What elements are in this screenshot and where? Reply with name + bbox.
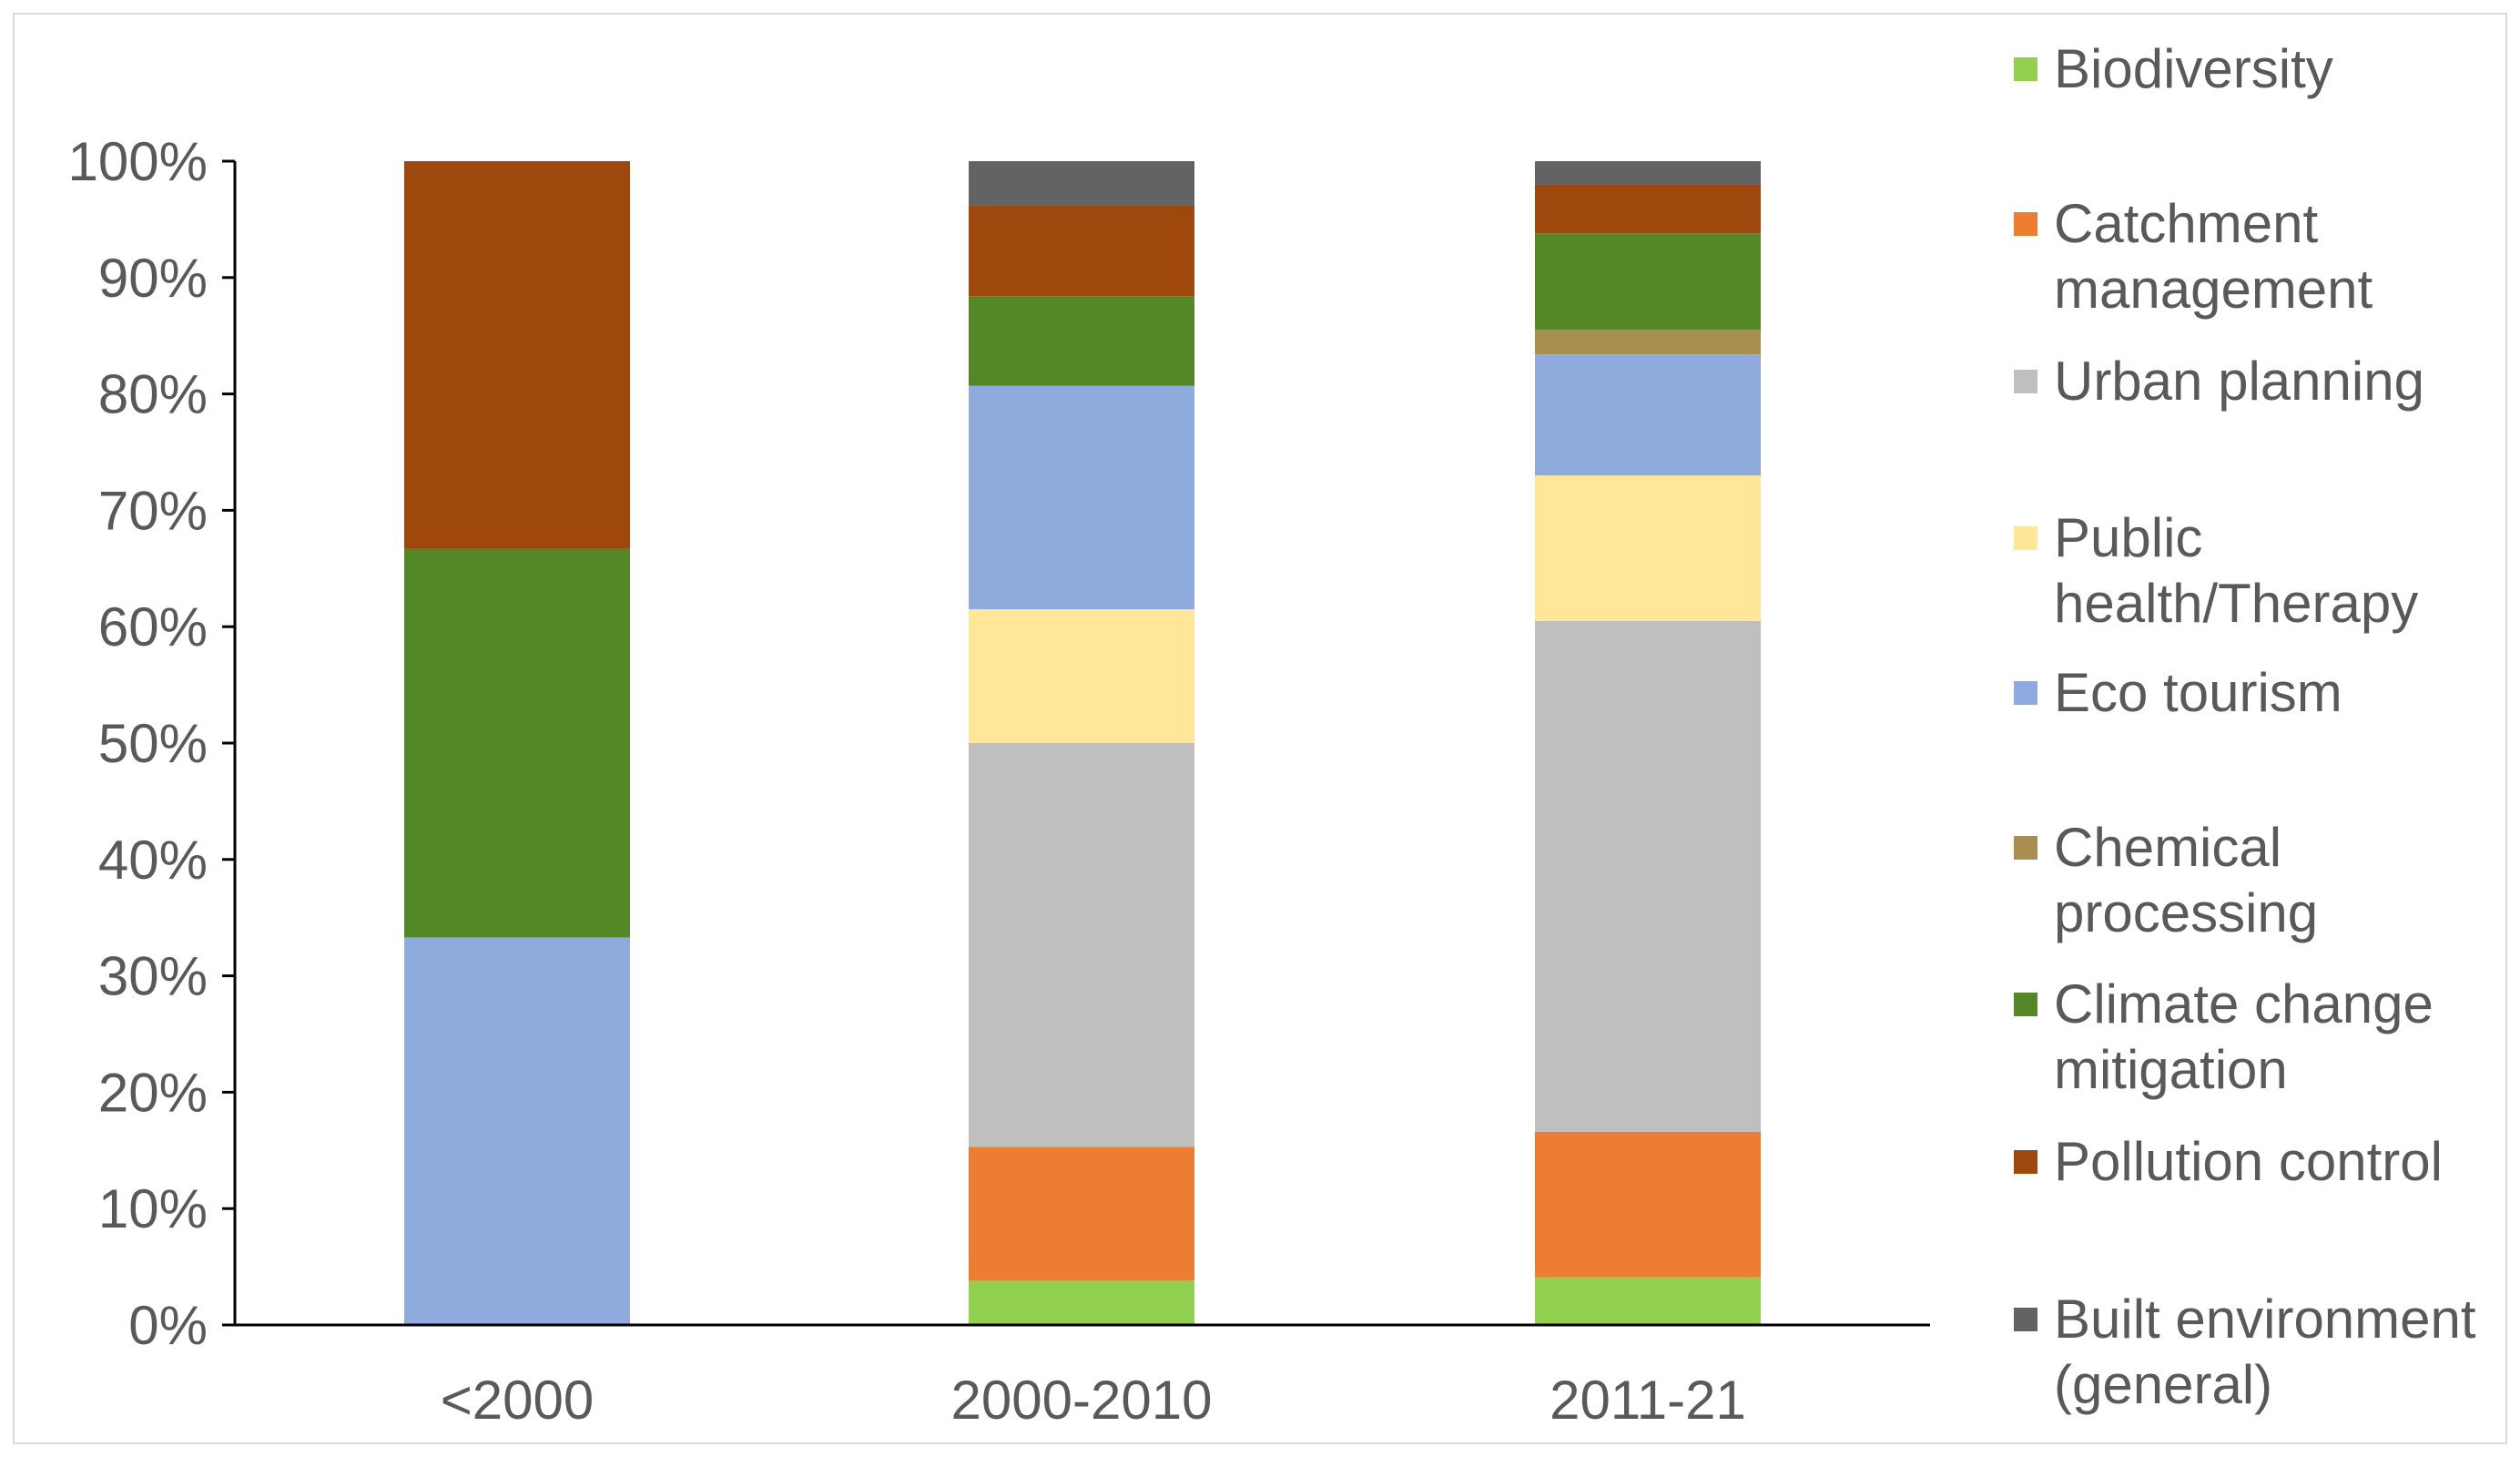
y-tick-label: 0%	[128, 1295, 208, 1356]
legend-swatch	[2014, 681, 2037, 705]
bar-segment-3-2	[1535, 1132, 1761, 1278]
y-tick-label: 40%	[98, 830, 208, 891]
y-tick-label: 100%	[68, 131, 208, 192]
bar-segment-3-4	[1535, 475, 1761, 621]
legend-label: Public	[2054, 507, 2202, 568]
legend-label: Chemical	[2054, 817, 2281, 878]
legend-swatch	[2014, 212, 2037, 236]
legend-item: Pollution control	[2014, 1131, 2443, 1192]
legend-label: health/Therapy	[2054, 573, 2418, 634]
legend-item: Built environment(general)	[2014, 1289, 2476, 1415]
legend-label: Built environment	[2054, 1289, 2476, 1350]
legend-label: (general)	[2054, 1354, 2272, 1415]
bar-segment-2-9	[969, 161, 1194, 206]
bar-segment-3-8	[1535, 185, 1761, 234]
bar-segment-3-1	[1535, 1278, 1761, 1325]
y-tick-label: 80%	[98, 364, 208, 425]
bar-segment-3-6	[1535, 330, 1761, 354]
bar-segment-2-2	[969, 1146, 1194, 1280]
legend-swatch	[2014, 836, 2037, 860]
legend-swatch	[2014, 1150, 2037, 1174]
y-tick-label: 20%	[98, 1062, 208, 1123]
legend-swatch	[2014, 57, 2037, 81]
bar-segment-3-7	[1535, 233, 1761, 330]
legend-label: Eco tourism	[2054, 662, 2342, 723]
y-tick-label: 30%	[98, 946, 208, 1007]
legend-label: Catchment	[2054, 193, 2318, 254]
bar-segment-1-5	[404, 937, 630, 1325]
bar-segment-3-9	[1535, 161, 1761, 185]
legend-label: mitigation	[2054, 1039, 2288, 1100]
y-tick-label: 70%	[98, 480, 208, 541]
bar-segment-2-3	[969, 743, 1194, 1146]
bar-segment-1-7	[404, 549, 630, 938]
bar-segment-2-1	[969, 1280, 1194, 1325]
x-tick-label: <2000	[441, 1370, 594, 1431]
bar-segment-1-8	[404, 161, 630, 549]
x-tick-label: 2000-2010	[951, 1370, 1213, 1431]
legend-label: processing	[2054, 882, 2318, 943]
bar-segment-2-4	[969, 609, 1194, 743]
bar-segment-2-7	[969, 296, 1194, 385]
legend-label: Climate change	[2054, 973, 2434, 1034]
y-tick-label: 90%	[98, 248, 208, 309]
legend-item: Eco tourism	[2014, 662, 2342, 723]
bar-segment-2-8	[969, 206, 1194, 297]
legend-item: Biodiversity	[2014, 38, 2333, 99]
legend-swatch	[2014, 526, 2037, 550]
y-tick-label: 10%	[98, 1178, 208, 1239]
legend-swatch	[2014, 370, 2037, 393]
legend-label: management	[2054, 259, 2373, 320]
bars-layer	[404, 161, 1761, 1325]
legend-swatch	[2014, 993, 2037, 1016]
y-tick-label: 60%	[98, 596, 208, 657]
legend-label: Biodiversity	[2054, 38, 2333, 99]
legend-label: Pollution control	[2054, 1131, 2443, 1192]
legend-label: Urban planning	[2054, 351, 2424, 412]
legend-swatch	[2014, 1308, 2037, 1331]
x-tick-label: 2011-21	[1550, 1370, 1746, 1431]
bar-segment-3-5	[1535, 354, 1761, 475]
bar-segment-3-3	[1535, 621, 1761, 1132]
legend-item: Urban planning	[2014, 351, 2424, 412]
bar-segment-2-5	[969, 386, 1194, 609]
y-tick-label: 50%	[98, 713, 208, 774]
